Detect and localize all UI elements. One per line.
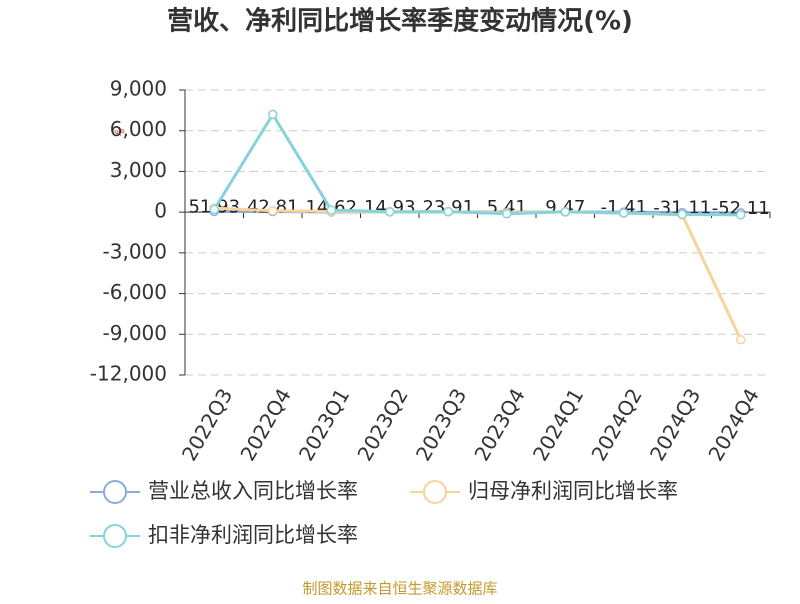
y-tick-label: 6,000	[110, 117, 167, 141]
data-point	[502, 209, 512, 219]
y-tick-label: -12,000	[90, 362, 167, 386]
data-point	[443, 206, 453, 217]
legend-marker	[103, 524, 127, 548]
x-tick-label: 2023Q1	[294, 384, 354, 465]
data-point	[677, 209, 687, 220]
data-point	[209, 204, 219, 215]
data-point	[736, 210, 746, 220]
legend-label: 营业总收入同比增长率	[148, 479, 358, 503]
legend-marker	[423, 480, 447, 504]
x-tick-label: 2023Q3	[411, 384, 471, 465]
footer: 制图数据来自恒生聚源数据库	[302, 580, 497, 598]
x-tick-label: 2022Q4	[235, 384, 295, 465]
data-point	[268, 109, 278, 120]
data-point	[326, 205, 336, 215]
x-tick-label: 2024Q3	[645, 384, 705, 465]
x-tick-label: 2023Q4	[469, 384, 529, 465]
data-point	[736, 334, 746, 345]
x-tick-label: 2022Q3	[177, 384, 237, 465]
y-tick-label: -3,000	[103, 239, 167, 263]
y-tick-label: -9,000	[103, 321, 167, 345]
x-tick-label: 2024Q1	[528, 384, 588, 465]
data-point	[385, 206, 395, 217]
y-tick-label: 0	[154, 199, 167, 223]
data-point	[268, 206, 278, 216]
legend-label: 扣非净利润同比增长率	[148, 523, 358, 547]
data-point	[560, 206, 570, 217]
legend-label: 归母净利润同比增长率	[468, 479, 678, 503]
x-tick-label: 2023Q2	[352, 384, 412, 465]
y-tick-label: 9,000	[110, 77, 167, 101]
x-tick-label: 2024Q4	[703, 384, 763, 465]
y-tick-label: 3,000	[110, 158, 167, 182]
series-line	[212, 111, 741, 217]
series-line	[214, 206, 743, 341]
x-tick-label: 2024Q2	[586, 384, 646, 465]
data-point	[619, 208, 629, 218]
legend-marker	[103, 480, 127, 504]
y-tick-label: -6,000	[103, 280, 167, 304]
chart-title: 营收、净利同比增长率季度变动情况(%)	[167, 6, 633, 37]
